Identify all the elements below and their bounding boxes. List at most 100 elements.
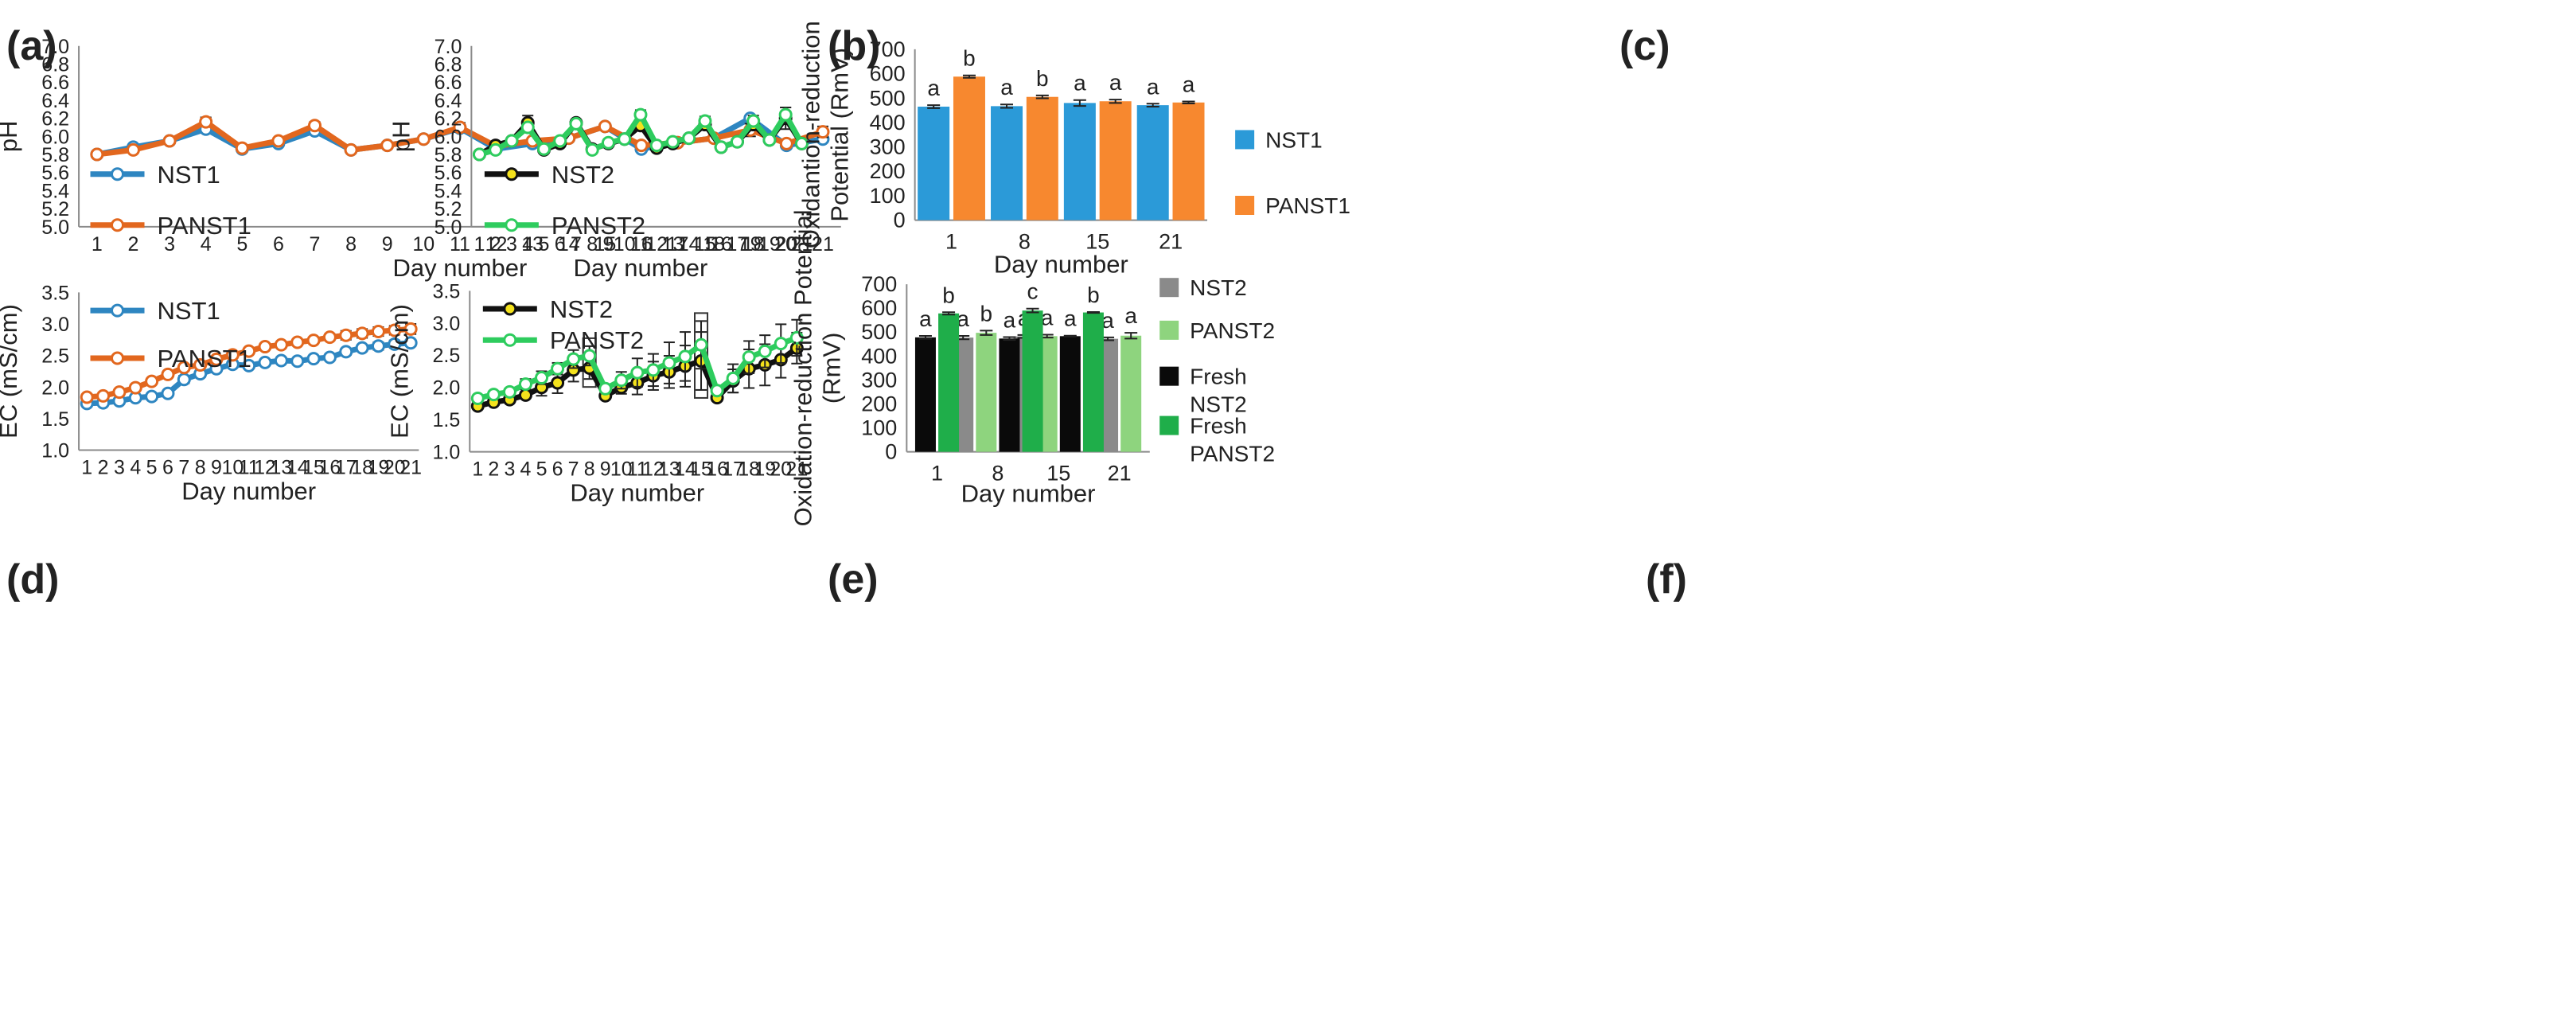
data-point [308,119,322,133]
x-tick-label: 13 [658,458,680,481]
y-tick-label: 5.2 [435,198,462,220]
data-point [126,142,140,157]
y-tick-label: 3.5 [41,282,69,304]
x-tick-label: 18 [703,233,725,256]
x-tick-label: 15 [1085,230,1109,254]
x-tick-label: 14 [558,233,580,256]
x-tick-label: 10 [221,457,244,479]
series-panst1 [80,322,418,404]
x-tick-label: 20 [775,233,797,256]
data-point [403,336,418,350]
x-axis-title: Day number [961,480,1096,508]
x-tick-label: 8 [195,457,206,479]
data-point [209,352,224,366]
y-axis-title-line: Oxidation-reduction Potential [789,209,816,526]
y-tick-label: 0 [894,209,906,232]
data-point [322,330,337,345]
data-point [634,138,649,153]
x-tick-label: 6 [555,233,566,256]
significance-letter: a [1124,303,1137,328]
y-tick-label: 3.5 [433,280,461,302]
legend-label: NST2 [551,161,614,189]
panel-label-b: (b) [828,23,880,69]
x-tick-label: 7 [178,457,189,479]
data-point [714,140,728,154]
x-tick-label: 1 [81,457,92,479]
y-tick-label: 500 [870,86,906,110]
x-tick-label: 3 [504,458,515,481]
x-tick-label: 16 [706,458,728,481]
legend-swatch [1159,415,1179,435]
line-chart-d: 1.01.52.02.53.03.51 2 3 4 5 6 7 8 9 1011121314151… [0,282,422,505]
x-tick-label: 5 [146,457,158,479]
bar [999,338,1020,452]
y-tick-label: 6.8 [435,53,462,76]
x-tick-label: 15 [594,233,616,256]
y-tick-label: 600 [861,296,897,320]
y-tick-label: 5.4 [435,180,462,202]
data-point [662,356,676,370]
data-point [618,132,632,146]
legend-label: Fresh PANST2 [1190,414,1275,466]
data-point [779,136,793,150]
data-point [678,349,692,364]
bar [1099,101,1132,220]
y-tick-label: 2.5 [433,345,461,367]
data-point [380,138,395,153]
x-tick-label: 17 [335,457,357,479]
series-panst2 [470,318,804,405]
y-axis-title-line: Oxidantion-reduction [797,21,825,248]
data-point [290,354,305,369]
y-tick-label: 700 [861,272,897,296]
significance-letter: b [1036,66,1049,91]
x-tick-label: 8 [1019,230,1031,254]
data-point [161,367,175,381]
x-tick-label: 10 [610,458,633,481]
data-point [355,326,369,341]
x-tick-label: 3 [164,233,175,256]
data-point [486,388,501,402]
legend-marker [111,351,125,365]
data-point [778,107,793,122]
y-tick-label: 1.5 [433,409,461,431]
x-tick-label: 10 [614,233,636,256]
x-tick-label: 18 [351,457,373,479]
legend-marker [111,167,125,181]
data-point [633,107,648,122]
data-point [128,380,142,395]
line-chart-b: 5.05.25.45.65.86.06.26.46.66.87.01 2 3 4 5 6 7… [387,36,813,282]
data-point [520,120,535,135]
data-point [742,350,756,365]
data-point [199,115,213,129]
x-tick-label: 5 [539,233,550,256]
y-tick-label: 2.5 [41,345,69,368]
data-point [789,330,804,345]
x-tick-label: 6 [273,233,284,256]
legend-label: NST1 [1265,127,1323,152]
legend-marker [503,333,517,347]
significance-letter: a [957,306,969,331]
line-chart-e: 1.01.52.02.53.03.51 2 3 4 5 6 7 8 9 1011121314151… [385,280,808,506]
bar [991,106,1023,220]
bar [1082,312,1104,452]
x-tick-label: 19 [758,233,781,256]
x-tick-label: 3 [114,457,125,479]
significance-letter: a [1000,75,1013,99]
x-tick-label: 11 [630,233,651,256]
data-point [271,134,286,148]
legend-swatch [1159,366,1179,386]
x-tick-label: 21 [1159,230,1183,254]
x-tick-label: 17 [667,233,689,256]
x-tick-label: 4 [130,457,141,479]
significance-letter: a [1183,72,1195,97]
bar [1059,336,1081,452]
data-point [306,352,321,366]
data-point [388,323,402,337]
legend-swatch [1235,196,1255,215]
data-point [403,322,418,336]
bar [953,76,985,220]
x-tick-label: 8 [587,233,598,256]
data-point [630,365,645,380]
